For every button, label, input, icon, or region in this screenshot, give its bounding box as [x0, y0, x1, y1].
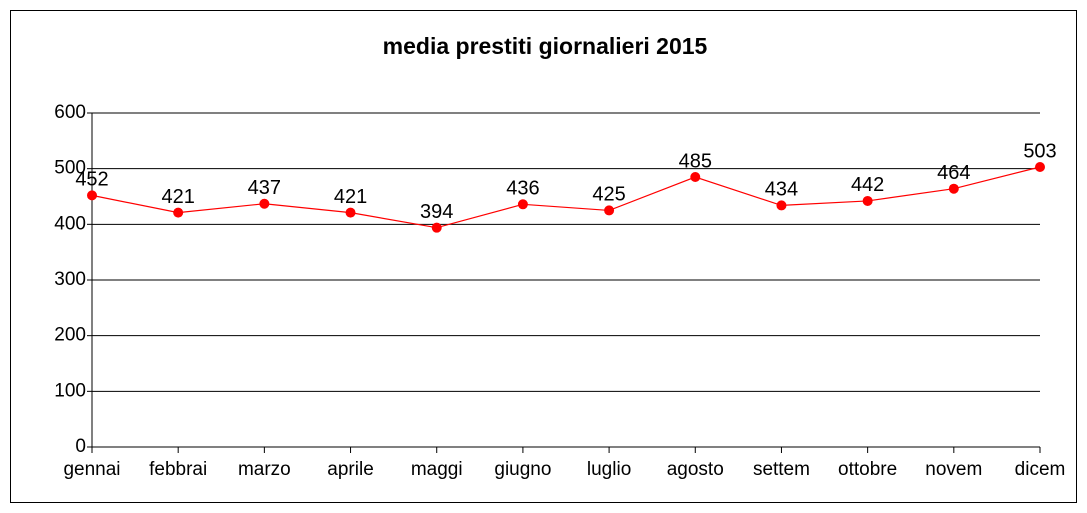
data-label: 485	[679, 150, 712, 172]
x-tick-label: gennai	[63, 459, 120, 480]
data-point	[259, 198, 270, 209]
data-point	[604, 205, 615, 216]
data-label: 503	[1023, 140, 1056, 162]
y-tick-label: 400	[54, 213, 86, 234]
data-label: 425	[592, 184, 625, 206]
data-point	[431, 222, 442, 233]
chart-frame	[10, 10, 1077, 503]
x-tick-label: maggi	[411, 459, 463, 480]
data-point	[690, 172, 701, 183]
data-label: 436	[506, 178, 539, 200]
data-label: 421	[161, 186, 194, 208]
data-point	[173, 207, 184, 218]
data-label: 421	[334, 186, 367, 208]
data-label: 452	[75, 169, 108, 191]
data-point	[948, 183, 959, 194]
data-label: 394	[420, 201, 453, 223]
data-label: 437	[248, 177, 281, 199]
x-tick-label: agosto	[667, 459, 724, 480]
x-tick-label: dicem	[1015, 459, 1066, 480]
y-tick-label: 500	[54, 158, 86, 179]
y-tick-label: 600	[54, 102, 86, 123]
data-point	[1035, 161, 1045, 172]
x-tick-label: novem	[925, 459, 982, 480]
x-tick-label: febbrai	[149, 459, 207, 480]
y-tick-label: 100	[54, 380, 86, 401]
x-tick-label: ottobre	[838, 459, 897, 480]
chart-title: media prestiti giornalieri 2015	[383, 33, 708, 59]
x-tick-label: giugno	[494, 459, 551, 480]
data-point	[517, 199, 528, 210]
y-tick-label: 0	[75, 436, 86, 457]
x-tick-label: settem	[753, 459, 810, 480]
x-tick-label: aprile	[327, 459, 373, 480]
y-tick-label: 300	[54, 269, 86, 290]
series-line	[91, 166, 1041, 229]
data-point	[345, 207, 356, 218]
data-label: 464	[937, 162, 970, 184]
x-tick-label: marzo	[238, 459, 291, 480]
data-point	[776, 200, 787, 211]
y-tick-label: 200	[54, 325, 86, 346]
data-label: 434	[765, 179, 798, 201]
data-point	[862, 195, 873, 206]
data-label: 442	[851, 174, 884, 196]
data-point	[87, 190, 97, 201]
x-tick-label: luglio	[587, 459, 631, 480]
